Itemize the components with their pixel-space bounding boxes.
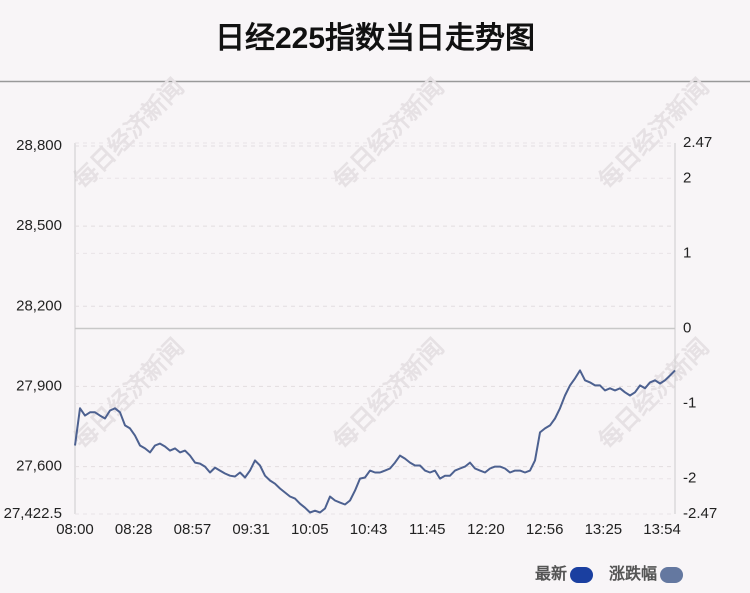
y-tick-label: 28,500	[16, 217, 62, 234]
y2-tick-label: 1	[683, 244, 691, 261]
y2-tick-label: -2.47	[683, 505, 717, 522]
y-tick-label: 28,800	[16, 137, 62, 154]
x-tick-label: 09:31	[232, 521, 270, 538]
x-tick-label: 13:54	[643, 521, 681, 538]
y2-tick-label: 2	[683, 169, 691, 186]
x-tick-label: 13:25	[585, 521, 623, 538]
legend-label: 最新	[535, 564, 567, 583]
legend-swatch	[570, 567, 594, 583]
y2-tick-label: 0	[683, 319, 691, 336]
x-tick-label: 12:20	[467, 521, 505, 538]
y-tick-label: 28,200	[16, 297, 62, 314]
legend-swatch	[660, 567, 684, 583]
x-tick-label: 08:28	[115, 521, 153, 538]
x-tick-label: 12:56	[526, 521, 564, 538]
legend-label: 涨跌幅	[609, 564, 657, 583]
x-tick-label: 10:43	[350, 521, 388, 538]
x-tick-label: 08:57	[174, 521, 212, 538]
y2-tick-label: -2	[683, 470, 696, 487]
y-tick-label: 27,422.5	[4, 505, 62, 522]
y-tick-label: 27,900	[16, 377, 62, 394]
price-line	[74, 369, 676, 514]
chart-title: 日经225指数当日走势图	[215, 21, 535, 55]
x-tick-label: 11:45	[409, 521, 445, 538]
x-tick-label: 08:00	[56, 521, 94, 538]
y-tick-label: 27,600	[16, 458, 62, 475]
x-tick-label: 10:05	[291, 521, 329, 538]
y2-tick-label: -1	[683, 395, 696, 412]
y2-tick-label: 2.47	[683, 134, 712, 151]
